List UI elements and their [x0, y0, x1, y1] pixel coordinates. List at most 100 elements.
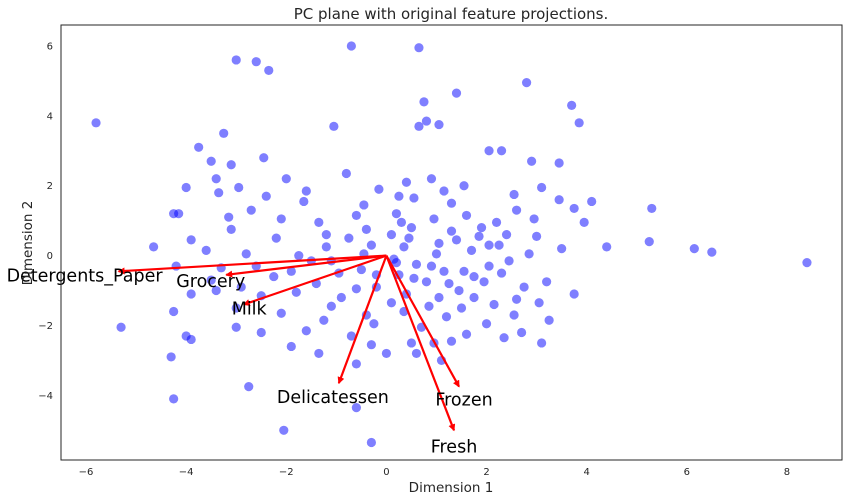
scatter-point [171, 261, 181, 271]
scatter-point [426, 174, 437, 184]
scatter-point [116, 322, 126, 332]
scatter-point [524, 249, 534, 259]
scatter-point [369, 319, 379, 329]
feature-label-delicatessen: Delicatessen [277, 388, 389, 408]
scatter-point [481, 319, 492, 329]
scatter-point [226, 224, 236, 234]
x-tick-label: 2 [483, 467, 489, 478]
scatter-point [484, 240, 494, 250]
scatter-point [194, 142, 204, 152]
scatter-point [91, 118, 101, 128]
scatter-point [544, 315, 554, 325]
feature-label-milk: Milk [232, 300, 268, 320]
scatter-point [707, 247, 717, 257]
scatter-point [329, 121, 339, 131]
scatter-point [689, 244, 699, 254]
scatter-point [459, 266, 469, 276]
scatter-point [496, 268, 507, 278]
scatter-point [366, 240, 376, 250]
scatter-point [534, 298, 544, 308]
x-axis-ticks: −6 −4 −2 0 2 4 6 8 [79, 467, 790, 478]
scatter-point [241, 249, 251, 259]
scatter-point [587, 196, 597, 207]
scatter-point [186, 334, 196, 345]
scatter-point [356, 264, 366, 275]
x-tick-label: −6 [79, 467, 94, 478]
scatter-point [569, 289, 579, 299]
scatter-point [532, 231, 542, 241]
scatter-point [374, 184, 384, 194]
scatter-point [537, 338, 547, 348]
scatter-point [414, 43, 424, 53]
scatter-point [264, 65, 274, 76]
scatter-point [281, 174, 291, 184]
projection-arrows: Fresh Milk Grocery Frozen Detergents_Paper De… [7, 254, 493, 457]
scatter-point [224, 212, 234, 222]
scatter-point [314, 348, 324, 359]
scatter-point [201, 245, 211, 255]
scatter-point [271, 233, 281, 243]
plot-frame [60, 24, 843, 461]
projection-arrow-frozen [385, 255, 460, 388]
scatter-point [454, 285, 464, 296]
scatter-point [557, 244, 567, 254]
y-tick-label: 4 [47, 111, 53, 122]
scatter-point [494, 240, 504, 250]
scatter-point [446, 336, 457, 346]
y-tick-label: 0 [47, 251, 53, 262]
scatter-point [491, 217, 502, 228]
scatter-point [519, 282, 529, 292]
scatter-point [421, 277, 432, 287]
scatter-point [149, 242, 159, 252]
scatter-point [346, 41, 356, 51]
scatter-point [459, 181, 469, 191]
scatter-point [466, 245, 477, 255]
x-tick-label: −4 [179, 467, 194, 478]
scatter-point [509, 310, 519, 320]
scatter-point [211, 285, 221, 296]
scatter-point [499, 333, 509, 343]
y-axis-label: Dimension 2 [20, 201, 36, 286]
scatter-point [521, 78, 532, 88]
x-tick-label: 6 [684, 467, 690, 478]
scatter-point [404, 233, 414, 243]
scatter-point [647, 203, 657, 214]
y-axis-ticks: −4 −2 0 2 4 6 [38, 41, 53, 401]
scatter-point [434, 119, 444, 130]
scatter-point [469, 271, 479, 282]
scatter-point [321, 242, 331, 252]
scatter-point [214, 188, 224, 198]
scatter-point [501, 230, 512, 240]
scatter-point [206, 156, 216, 166]
scatter-point [344, 233, 354, 243]
scatter-point [206, 275, 216, 285]
projection-arrow-delicatessen [337, 255, 388, 385]
scatter-point [579, 217, 589, 228]
scatter-point [359, 200, 369, 210]
scatter-point [411, 348, 422, 359]
scatter-point [406, 223, 417, 233]
scatter-point [474, 231, 484, 241]
scatter-point [516, 327, 527, 338]
scatter-point [276, 214, 286, 224]
x-tick-label: 8 [784, 467, 790, 478]
scatter-point [291, 287, 301, 297]
scatter-point [511, 294, 522, 304]
scatter-point [461, 210, 472, 221]
scatter-point [439, 266, 449, 276]
scatter-point [386, 230, 397, 240]
scatter-point [484, 261, 494, 271]
scatter-point [602, 242, 612, 252]
scatter-point [431, 249, 442, 259]
scatter-point [301, 326, 311, 336]
scatter-point [444, 278, 454, 289]
scatter-point [461, 329, 472, 339]
scatter-point [409, 193, 419, 203]
scatter-point [286, 266, 296, 276]
scatter-point [554, 195, 564, 205]
scatter-point [186, 235, 196, 245]
scatter-point [489, 299, 499, 310]
scatter-point [419, 97, 429, 107]
scatter-point [276, 308, 286, 318]
scatter-point [441, 312, 452, 322]
